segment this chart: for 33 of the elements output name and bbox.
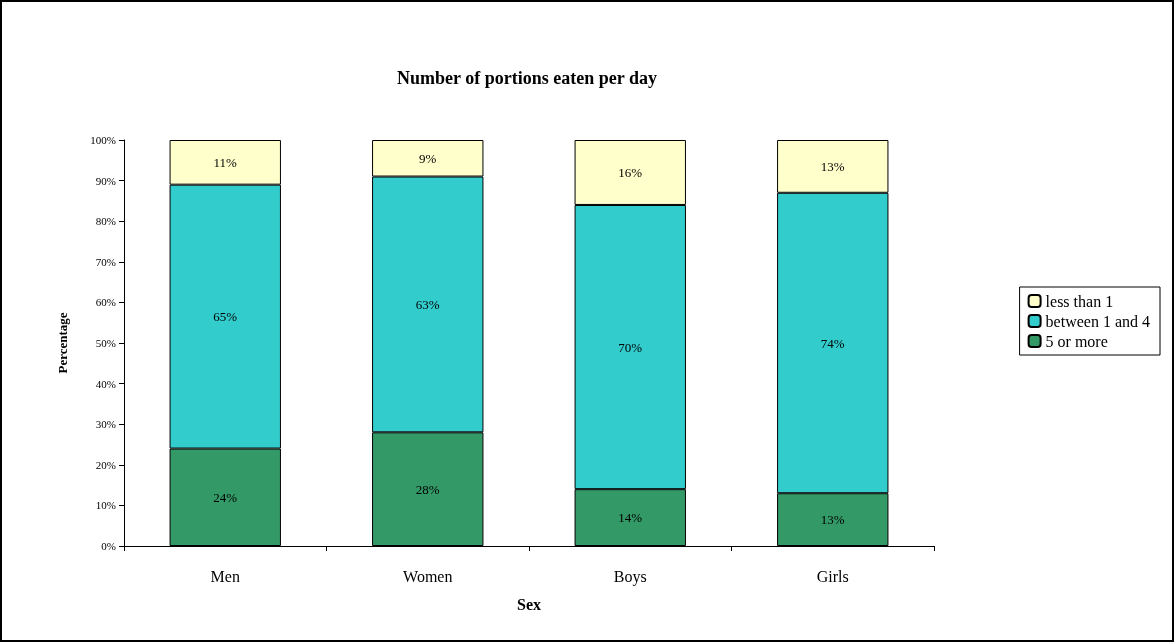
x-axis-title: Sex: [517, 595, 541, 613]
data-label: 11%: [213, 154, 238, 170]
y-tick-label: 60%: [95, 296, 116, 309]
y-tick-label: 0%: [101, 540, 116, 552]
data-label: 16%: [618, 164, 643, 180]
data-label: 74%: [820, 335, 845, 351]
chart-title: Number of portions eaten per day: [397, 68, 657, 88]
legend-label: 5 or more: [1045, 332, 1108, 350]
data-label: 65%: [213, 309, 238, 325]
y-tick-label: 50%: [95, 337, 116, 349]
y-tick-label: 30%: [95, 418, 116, 431]
y-tick-label: 100%: [90, 134, 116, 146]
data-label: 24%: [213, 489, 238, 505]
data-label: 14%: [618, 510, 643, 526]
x-tick-label: Women: [403, 567, 453, 585]
y-axis-title: Percentage: [55, 312, 70, 374]
y-tick-label: 90%: [95, 174, 116, 187]
y-tick-label: 20%: [95, 458, 116, 471]
y-tick-label: 40%: [95, 377, 116, 390]
data-label: 63%: [415, 296, 440, 312]
data-label: 28%: [415, 481, 440, 497]
y-tick-label: 70%: [95, 255, 116, 268]
y-tick-label: 80%: [95, 215, 116, 228]
data-label: 13%: [820, 158, 845, 174]
x-tick-label: Men: [210, 567, 240, 585]
data-label: 9%: [419, 150, 437, 166]
data-label: 13%: [820, 512, 845, 528]
legend-label: between 1 and 4: [1045, 312, 1150, 330]
x-tick-label: Boys: [613, 567, 647, 586]
x-tick-label: Girls: [816, 567, 849, 585]
y-tick-label: 10%: [95, 499, 116, 512]
legend-label: less than 1: [1045, 292, 1114, 310]
data-label: 70%: [618, 339, 643, 355]
